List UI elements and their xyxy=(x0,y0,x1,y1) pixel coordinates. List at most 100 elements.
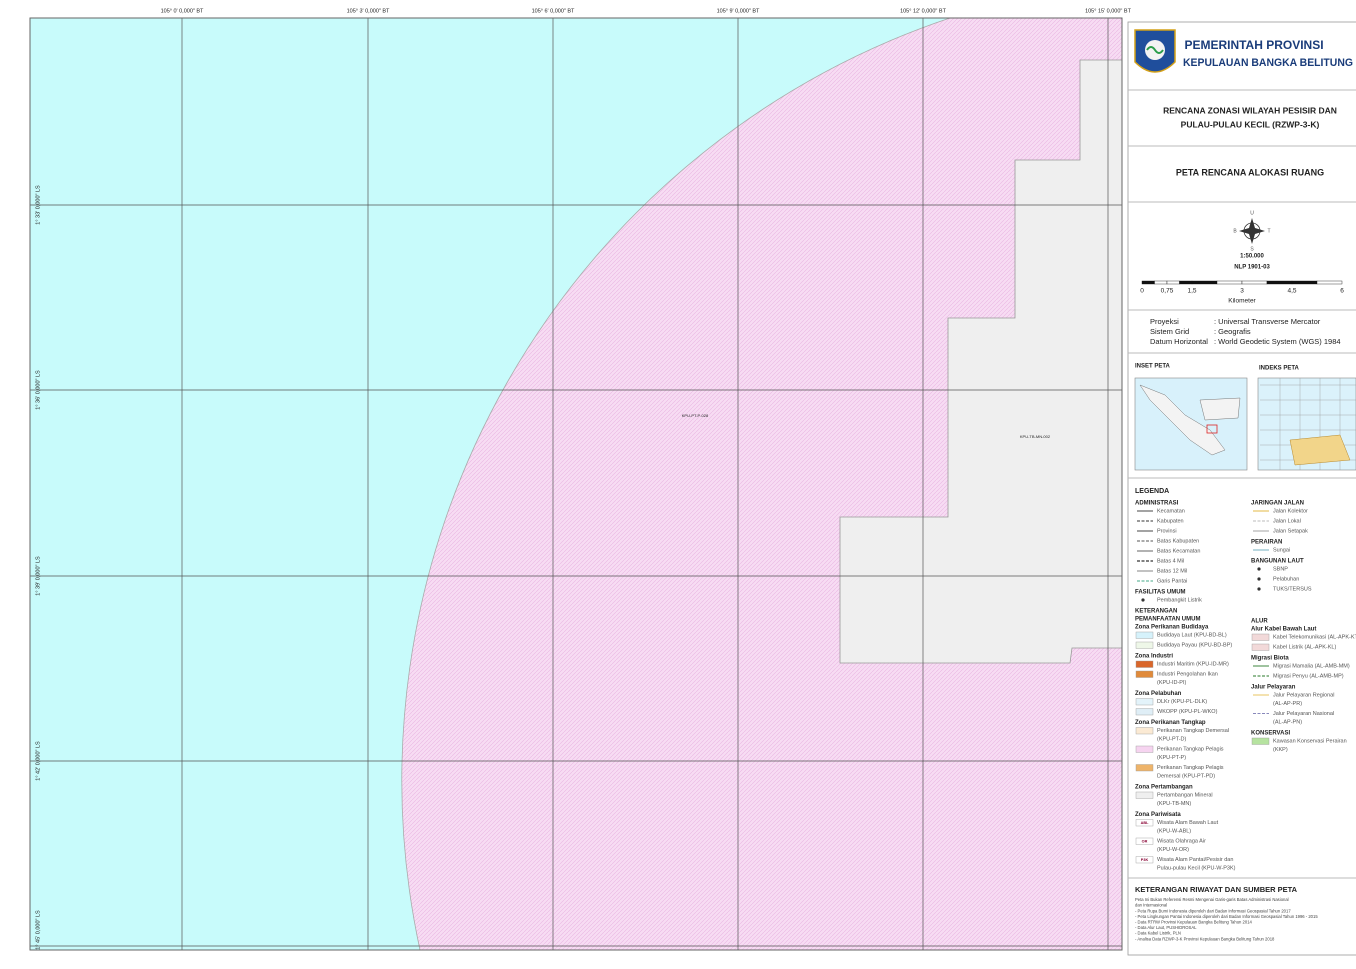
source-line: - Data RTRW Provinsi Kepulauan Bangka Be… xyxy=(1135,920,1253,925)
legend-item: Kabupaten xyxy=(1157,518,1184,524)
map-title: PETA RENCANA ALOKASI RUANG xyxy=(1176,167,1324,177)
legend-swatch xyxy=(1135,791,1154,799)
graticule: 105° 0' 0,000" BT 105° 3' 0,000" BT 105° 6… xyxy=(30,8,1132,950)
pelagic-fishing-zone xyxy=(401,17,1123,951)
latitude-label: 1° 39' 0,000" LS xyxy=(35,556,41,596)
projection-value: : Geografis xyxy=(1214,327,1251,336)
legend-item: (KPU-TB-MN) xyxy=(1157,801,1191,807)
scale-segment xyxy=(1154,280,1168,285)
latitude-label: 1° 33' 0,000" LS xyxy=(35,185,41,225)
legend-swatch xyxy=(1135,819,1154,827)
source-line: - Analisa Data RZWP-3-K Provinsi Kepulau… xyxy=(1135,936,1275,941)
legend-item: (KKP) xyxy=(1273,747,1288,753)
legend-heading: Migrasi Biota xyxy=(1251,656,1289,662)
legend-heading: Zona Perikanan Tangkap xyxy=(1135,720,1206,726)
legend-item: Kabel Telekomunikasi (AL-APK-KT) xyxy=(1273,634,1356,640)
legend-swatch xyxy=(1135,660,1154,668)
legend-item: (KPU-PT-P) xyxy=(1157,755,1186,761)
legend-item: Industri Pengolahan Ikan xyxy=(1157,671,1218,677)
scale-segment xyxy=(1316,280,1343,285)
legend-heading: Zona Pelabuhan xyxy=(1135,691,1182,697)
map-frame: 105° 0' 0,000" BT 105° 3' 0,000" BT 105° 6… xyxy=(29,8,1132,951)
sources-title: KETERANGAN RIWAYAT DAN SUMBER PETA xyxy=(1135,885,1298,894)
compass-letter: S xyxy=(1250,246,1254,252)
legend-item: (KPU-PT-D) xyxy=(1157,736,1187,742)
legend-swatch xyxy=(1135,631,1154,639)
legend-symbol xyxy=(1257,567,1261,571)
source-line: - Data Alur Laut, PUSHIDROSAL xyxy=(1135,925,1197,930)
legend-item: Demersal (KPU-PT-PD) xyxy=(1157,773,1215,779)
scale-segment xyxy=(1291,280,1318,285)
legend-symbol xyxy=(1257,577,1261,581)
legend-swatch xyxy=(1135,745,1154,753)
legend-item: Sungai xyxy=(1273,547,1290,553)
projection-value: : Universal Transverse Mercator xyxy=(1214,317,1321,326)
header-title: KEPULAUAN BANGKA BELITUNG xyxy=(1183,57,1353,69)
legend-item: (AL-AP-PR) xyxy=(1273,701,1302,707)
legend-item: Kawasan Konservasi Perairan xyxy=(1273,738,1347,744)
legend-item: Budidaya Payau (KPU-BD-BP) xyxy=(1157,642,1232,648)
compass xyxy=(1239,218,1265,244)
legend-heading: PEMANFAATAN UMUM xyxy=(1135,617,1200,623)
legend-item: SBNP xyxy=(1273,566,1288,572)
legend-symbol xyxy=(1257,587,1261,591)
scale-label: 0,75 xyxy=(1161,288,1174,295)
scale-segment xyxy=(1166,280,1180,285)
legend-item: Budidaya Laut (KPU-BD-BL) xyxy=(1157,632,1227,638)
swatch-code: OR xyxy=(1142,839,1148,843)
legend-item: Batas Kecamatan xyxy=(1157,548,1200,554)
legend-heading: Zona Pariwisata xyxy=(1135,812,1181,818)
swatch-code: ABL xyxy=(1141,821,1149,825)
legend-item: Migrasi Penyu (AL-AMB-MP) xyxy=(1273,673,1344,679)
legend-item: Garis Pantai xyxy=(1157,578,1187,584)
legend-item: Jalan Kolektor xyxy=(1273,508,1308,514)
legend-swatch xyxy=(1135,837,1154,845)
legend-swatch xyxy=(1251,737,1270,745)
sources: Peta Ini Bukan Referensi Resmi Mengenai … xyxy=(1135,897,1318,941)
plan-title: RENCANA ZONASI WILAYAH PESISIR DAN xyxy=(1163,105,1337,115)
scale-segment xyxy=(1191,280,1218,285)
plan-title: PULAU-PULAU KECIL (RZWP-3-K) xyxy=(1181,119,1320,129)
legend-heading: Zona Industri xyxy=(1135,654,1173,660)
legend-swatch xyxy=(1251,633,1270,641)
legend-item: Jalan Setapak xyxy=(1273,528,1308,534)
source-line: - Peta Lingkungan Pantai Indonesia diper… xyxy=(1135,914,1318,919)
legend-item: Industri Maritim (KPU-ID-MR) xyxy=(1157,661,1229,667)
legend-heading: KONSERVASI xyxy=(1251,731,1290,737)
legend-item: Pulau-pulau Kecil (KPU-W-P3K) xyxy=(1157,865,1236,871)
scale-label: 1,5 xyxy=(1187,288,1196,295)
sheet-number: NLP 1901-03 xyxy=(1234,265,1270,271)
legend-heading: Zona Perikanan Budidaya xyxy=(1135,625,1209,631)
legend-item: Jalur Pelayaran Regional xyxy=(1273,692,1334,698)
index-map xyxy=(1257,377,1356,471)
scale-unit: Kilometer xyxy=(1228,298,1256,305)
scale-segment xyxy=(1216,280,1243,285)
legend-heading: ADMINISTRASI xyxy=(1135,501,1179,507)
legend-heading: PERAIRAN xyxy=(1251,540,1282,546)
legend-item: TUKS/TERSUS xyxy=(1273,586,1312,592)
projection-info: Proyeksi: Universal Transverse Mercator S… xyxy=(1150,317,1341,346)
scale-segment xyxy=(1179,280,1193,285)
longitude-label: 105° 12' 0,000" BT xyxy=(900,8,947,14)
legend-item: WKOPP (KPU-PL-WKO) xyxy=(1157,709,1218,715)
legend-item: Jalan Lokal xyxy=(1273,518,1301,524)
index-title: INDEKS PETA xyxy=(1259,366,1300,372)
legend-title: LEGENDA xyxy=(1135,488,1169,495)
legend-item: (KPU-ID-PI) xyxy=(1157,680,1187,686)
longitude-label: 105° 9' 0,000" BT xyxy=(717,8,760,14)
legend-swatch xyxy=(1135,708,1154,716)
legend-item: Batas 4 Mil xyxy=(1157,558,1184,564)
header-title: PEMERINTAH PROVINSI xyxy=(1184,38,1323,52)
legend-symbol xyxy=(1141,598,1145,602)
legend-item: Jalur Pelayaran Nasional xyxy=(1273,711,1334,717)
scale-label: 6 xyxy=(1340,288,1344,295)
scale-segment xyxy=(1241,280,1268,285)
legend-item: Wisata Olahraga Air xyxy=(1157,838,1206,844)
compass-letter: T xyxy=(1267,228,1270,234)
legend-item: Provinsi xyxy=(1157,528,1177,534)
legend-heading: Alur Kabel Bawah Laut xyxy=(1251,627,1316,633)
inset-map xyxy=(1134,377,1248,471)
legend-item: Pelabuhan xyxy=(1273,576,1299,582)
